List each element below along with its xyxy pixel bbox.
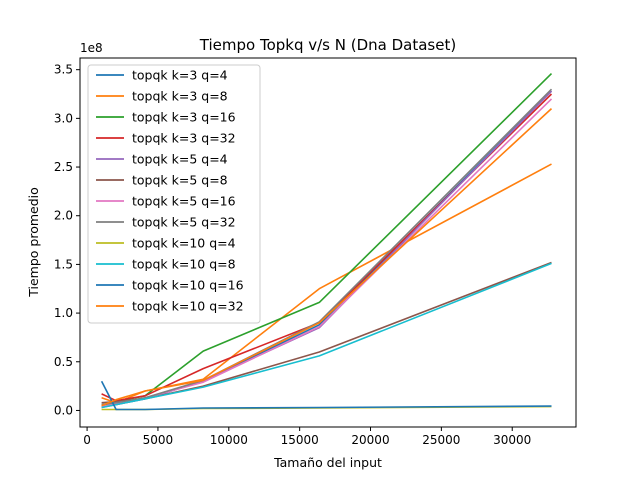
y-axis: 0.0 0.5 1.0 1.5 2.0 2.5 3.0 3.5	[54, 63, 80, 417]
x-tick-label: 10000	[210, 433, 248, 447]
legend-label-3: topqk k=3 q=16	[132, 110, 236, 125]
legend-label-11: topqk k=10 q=16	[132, 278, 244, 293]
legend-label-2: topqk k=3 q=8	[132, 89, 228, 104]
chart-title: Tiempo Topkq v/s N (Dna Dataset)	[199, 36, 456, 54]
legend-label-12: topqk k=10 q=32	[132, 299, 244, 314]
series-line-11	[100, 380, 552, 411]
legend-label-7: topqk k=5 q=16	[132, 194, 236, 209]
legend-box	[87, 64, 261, 324]
x-tick-label: 5000	[143, 433, 174, 447]
legend-label-9: topqk k=10 q=4	[132, 236, 236, 251]
y-tick-label: 2.5	[54, 160, 73, 174]
y-tick-label: 0.0	[54, 403, 73, 417]
y-tick-label: 1.0	[54, 306, 73, 320]
legend-label-10: topqk k=10 q=8	[132, 257, 236, 272]
y-tick-label: 3.0	[54, 111, 73, 125]
legend-label-4: topqk k=3 q=32	[132, 131, 236, 146]
axes-frame	[79, 57, 577, 428]
x-tick-label: 25000	[422, 433, 460, 447]
x-tick-label: 0	[83, 433, 91, 447]
y-axis-label: Tiempo promedio	[26, 187, 41, 298]
y-offset-label: 1e8	[80, 41, 103, 55]
y-tick-label: 3.5	[54, 63, 73, 77]
series-line-4	[101, 93, 553, 402]
x-tick-label: 30000	[493, 433, 531, 447]
series-line-12	[101, 108, 553, 407]
plot-area	[100, 73, 553, 411]
legend-label-6: topqk k=5 q=8	[132, 173, 228, 188]
legend: topqk k=3 q=4 topqk k=3 q=8 topqk k=3 q=16…	[87, 64, 261, 324]
legend-label-5: topqk k=5 q=4	[132, 152, 228, 167]
x-axis: 0 5000 10000 15000 20000 25000 30000	[83, 427, 531, 447]
x-axis-label: Tamaño del input	[273, 455, 382, 470]
x-tick-label: 20000	[351, 433, 389, 447]
legend-label-8: topqk k=5 q=32	[132, 215, 236, 230]
legend-label-1: topqk k=3 q=4	[132, 68, 228, 83]
y-tick-label: 2.0	[54, 209, 73, 223]
series-line-8	[101, 88, 553, 406]
y-tick-label: 1.5	[54, 257, 73, 271]
y-tick-label: 0.5	[54, 355, 73, 369]
x-tick-label: 15000	[281, 433, 319, 447]
